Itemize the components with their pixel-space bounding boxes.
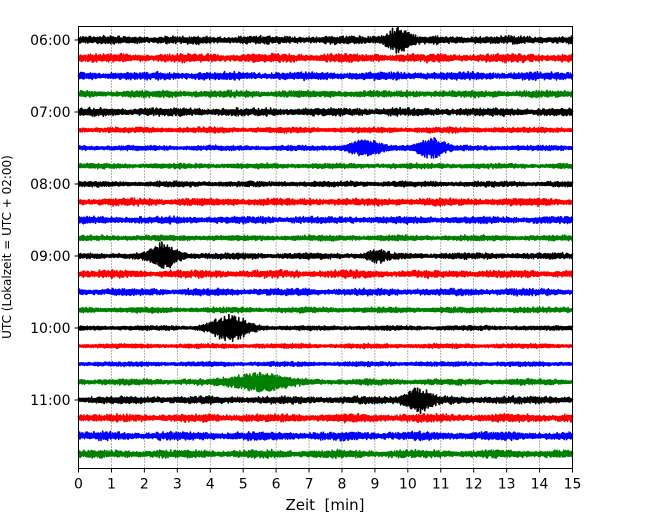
- plot-frame: [78, 26, 573, 469]
- trace-1115: [77, 412, 574, 424]
- y-axis-label: UTC (Lokalzeit = UTC + 02:00): [0, 155, 14, 339]
- y-tick-label: 07:00: [30, 105, 70, 121]
- x-tick-label: 14: [531, 477, 549, 493]
- trace-1030: [77, 360, 574, 368]
- y-tick-label: 11:00: [30, 393, 70, 409]
- trace-0915: [77, 268, 574, 280]
- x-tick-label: 4: [206, 477, 215, 493]
- trace-1045: [77, 371, 574, 393]
- trace-0830: [77, 215, 574, 225]
- trace-0630: [77, 70, 574, 82]
- x-tick-label: 2: [140, 477, 149, 493]
- trace-1015: [77, 342, 574, 350]
- x-tick-label: 11: [432, 477, 450, 493]
- x-tick-label: 7: [305, 477, 314, 493]
- x-axis-label: Zeit [min]: [285, 496, 364, 514]
- trace-1145: [77, 448, 574, 460]
- trace-0900: [77, 241, 574, 270]
- x-tick-label: 10: [399, 477, 417, 493]
- trace-0715: [77, 126, 574, 134]
- x-tick-label: 1: [107, 477, 116, 493]
- trace-0600: [77, 25, 574, 54]
- x-tick-label: 0: [74, 477, 83, 493]
- x-tick-label: 15: [564, 477, 582, 493]
- trace-1100: [77, 387, 574, 415]
- trace-0615: [77, 52, 574, 64]
- x-axis: 0 1 2 3 4 5 6 7 8 9 10 11 12 13 14 15: [74, 468, 582, 493]
- x-tick-label: 6: [272, 477, 281, 493]
- x-tick-label: 5: [239, 477, 248, 493]
- trace-0645: [77, 89, 574, 99]
- trace-0845: [77, 234, 574, 242]
- traces: [77, 25, 574, 460]
- y-tick-label: 08:00: [30, 177, 70, 193]
- trace-0930: [77, 287, 574, 297]
- trace-0730: [77, 136, 574, 159]
- trace-0700: [77, 106, 574, 118]
- x-tick-label: 3: [173, 477, 182, 493]
- trace-0800: [77, 180, 574, 188]
- trace-0745: [77, 162, 574, 170]
- x-tick-label: 8: [338, 477, 347, 493]
- x-tick-label: 9: [370, 477, 379, 493]
- y-tick-label: 06:00: [30, 33, 70, 49]
- x-tick-label: 12: [465, 477, 483, 493]
- trace-1130: [77, 430, 574, 442]
- y-tick-label: 10:00: [30, 321, 70, 337]
- trace-0815: [77, 197, 574, 208]
- trace-1000: [77, 313, 574, 343]
- trace-0945: [77, 306, 574, 314]
- y-tick-label: 09:00: [30, 249, 70, 265]
- x-tick-label: 13: [498, 477, 516, 493]
- y-axis: 06:00 07:00 08:00 09:00 10:00 11:00: [30, 33, 79, 409]
